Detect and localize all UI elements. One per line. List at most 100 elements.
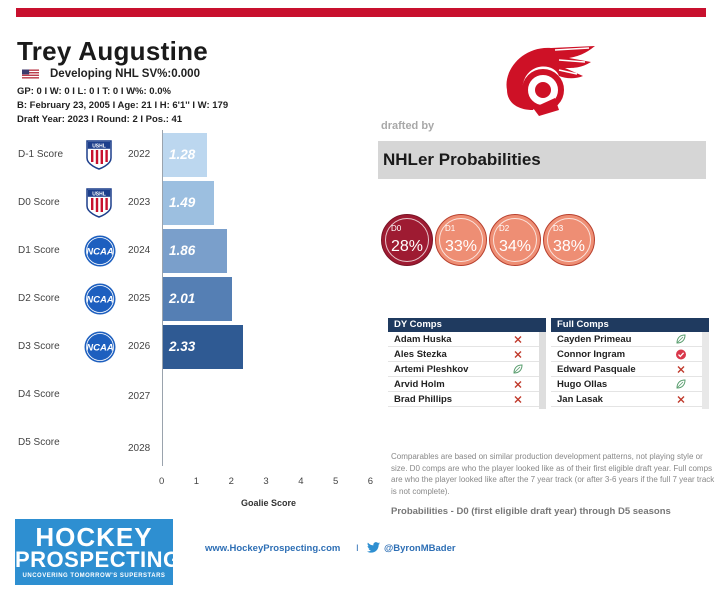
comp-name: Artemi Pleshkov [394, 364, 469, 375]
ncaa-icon: NCAA [84, 283, 116, 315]
x-mark-icon [514, 396, 522, 403]
x-mark-icon [677, 396, 685, 403]
svg-text:USHL: USHL [92, 192, 106, 198]
full-comps-scrollbar[interactable] [702, 332, 709, 409]
x-tick-label: 1 [193, 476, 200, 487]
x-tick-label: 0 [159, 476, 165, 487]
dy-comps-title: DY Comps [388, 318, 546, 332]
player-stats-line: GP: 0 I W: 0 I L: 0 I T: 0 I W%: 0.0% [17, 86, 171, 97]
probabilities-header [378, 141, 706, 179]
comp-row[interactable]: Connor Ingram [551, 347, 709, 362]
leaf-icon [676, 379, 686, 389]
chart-bar [162, 181, 214, 225]
ncaa-icon: NCAA [84, 235, 116, 267]
comp-row[interactable]: Brad Phillips [388, 392, 546, 407]
row-year: 2024 [128, 245, 151, 256]
bar-value-label: 1.28 [169, 147, 196, 162]
row-label: D2 Score [18, 293, 60, 304]
detroit-red-wings-logo [506, 46, 595, 116]
chart-bar [162, 229, 227, 273]
bar-value-label: 1.49 [169, 195, 196, 210]
x-tick-label: 2 [228, 476, 234, 487]
row-year: 2025 [128, 293, 151, 304]
bar-value-label: 2.33 [169, 339, 196, 354]
comparables-note: Comparables are based on similar product… [391, 452, 715, 496]
comp-row[interactable]: Hugo Ollas [551, 377, 709, 392]
row-label: D-1 Score [18, 149, 64, 160]
comp-row[interactable]: Cayden Primeau [551, 332, 709, 347]
probability-d1-value: 33% [444, 238, 478, 255]
full-comps-table: Full Comps Cayden Primeau Connor Ingram Ed… [551, 318, 709, 409]
player-bio-line: B: February 23, 2005 I Age: 21 I H: 6'1'… [17, 100, 229, 111]
x-tick-label: 6 [367, 476, 374, 487]
probability-d0-value: 28% [390, 238, 424, 255]
comp-name: Connor Ingram [557, 349, 626, 360]
probability-d1-label: D1 [445, 224, 456, 233]
hockey-prospecting-logo[interactable]: HOCKEY PROSPECTING UNCOVERING TOMORROW'S… [15, 519, 181, 585]
row-label: D1 Score [18, 245, 60, 256]
x-mark-icon [514, 351, 522, 358]
ushl-icon: USHL [86, 140, 112, 170]
x-tick-label: 4 [298, 476, 304, 487]
comp-row[interactable]: Artemi Pleshkov [388, 362, 546, 377]
comp-name: Adam Huska [394, 334, 452, 345]
row-label: D3 Score [18, 341, 60, 352]
us-flag-icon [22, 69, 39, 79]
chart-bar [162, 133, 207, 177]
probability-d3-value: 38% [552, 238, 586, 255]
dy-comps-table: DY Comps Adam Huska Ales Stezka Artemi Ple… [388, 318, 546, 409]
probabilities-note: Probabilities - D0 (first eligible draft… [391, 506, 671, 517]
comp-name: Hugo Ollas [557, 379, 608, 390]
chart-bar [162, 325, 244, 369]
x-tick-label: 5 [333, 476, 339, 487]
comp-name: Ales Stezka [394, 349, 447, 360]
twitter-icon [367, 542, 380, 553]
leaf-icon [513, 364, 523, 374]
dy-comps-scrollbar[interactable] [539, 332, 546, 409]
brand-line2: PROSPECTING [15, 547, 181, 572]
bar-value-label: 2.01 [169, 291, 196, 306]
probability-d2: D2 34% [489, 214, 541, 266]
probabilities-title: NHLer Probabilities [383, 150, 541, 169]
comp-name: Cayden Primeau [557, 334, 632, 345]
check-badge-icon [676, 349, 686, 360]
twitter-handle[interactable]: @ByronMBader [384, 543, 456, 554]
player-name: Trey Augustine [17, 36, 209, 66]
row-year: 2026 [128, 341, 151, 352]
ushl-icon: USHL [86, 188, 112, 218]
comp-name: Edward Pasquale [557, 364, 636, 375]
row-label: D0 Score [18, 197, 60, 208]
comp-row[interactable]: Adam Huska [388, 332, 546, 347]
probability-d3: D3 38% [543, 214, 595, 266]
ncaa-icon: NCAA [84, 331, 116, 363]
website-link[interactable]: www.HockeyProspecting.com [205, 543, 341, 554]
row-year: 2023 [128, 197, 151, 208]
row-year: 2028 [128, 443, 151, 454]
svg-text:USHL: USHL [92, 144, 106, 150]
probability-d2-label: D2 [499, 224, 510, 233]
header-accent-bar [16, 8, 706, 17]
probability-d1: D1 33% [435, 214, 487, 266]
row-label: D5 Score [18, 437, 60, 448]
leaf-icon [676, 334, 686, 344]
comp-row[interactable]: Ales Stezka [388, 347, 546, 362]
x-tick-label: 3 [263, 476, 269, 487]
comp-row[interactable]: Edward Pasquale [551, 362, 709, 377]
brand-tagline: UNCOVERING TOMORROW'S SUPERSTARS [22, 573, 166, 579]
svg-text:NCAA: NCAA [86, 343, 114, 354]
player-draft-line: Draft Year: 2023 I Round: 2 I Pos.: 41 [17, 114, 183, 125]
row-label: D4 Score [18, 389, 60, 400]
footer-separator: I [356, 543, 359, 554]
probability-d2-value: 34% [498, 238, 532, 255]
player-status: Developing NHL SV%:0.000 [50, 68, 200, 80]
full-comps-title: Full Comps [551, 318, 709, 332]
x-mark-icon [514, 381, 522, 388]
x-mark-icon [514, 336, 522, 343]
comp-row[interactable]: Arvid Holm [388, 377, 546, 392]
comp-name: Arvid Holm [394, 379, 445, 390]
brand-line1: HOCKEY [35, 522, 153, 552]
drafted-by-label: drafted by [381, 120, 435, 132]
bar-value-label: 1.86 [169, 243, 196, 258]
comp-row[interactable]: Jan Lasak [551, 392, 709, 407]
probability-d0-label: D0 [391, 224, 402, 233]
